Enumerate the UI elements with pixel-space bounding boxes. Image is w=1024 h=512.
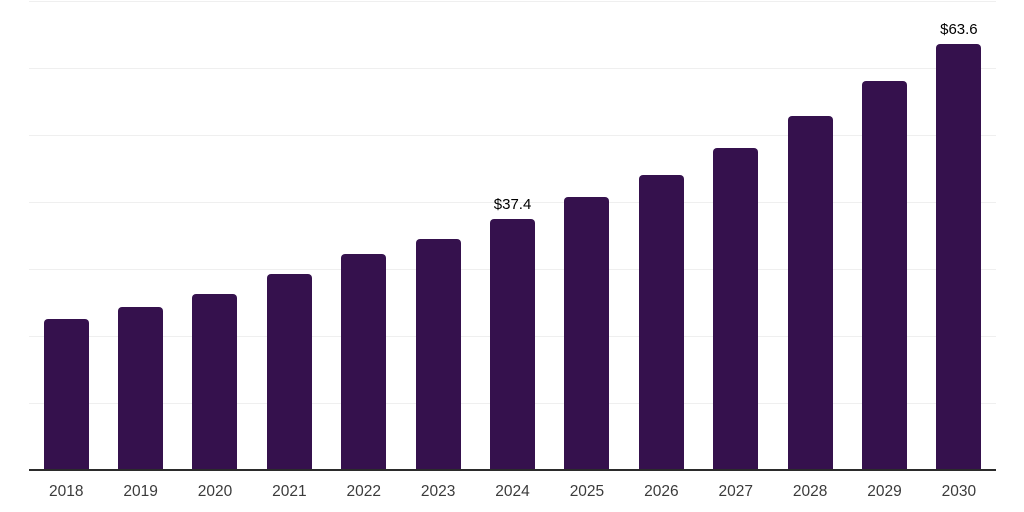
bar-column-2022: [327, 1, 401, 470]
bar-column-2024: $37.4: [475, 1, 549, 470]
bar-2026: [638, 174, 684, 470]
x-tick-label-2022: 2022: [346, 483, 381, 500]
bar-column-2029: [847, 1, 921, 470]
bar-2024: [490, 219, 536, 470]
gridline-70: [29, 0, 996, 2]
bar-2028: [787, 116, 833, 470]
bar-2025: [564, 197, 610, 470]
x-tick-label-2028: 2028: [792, 483, 828, 500]
x-tick-label-2018: 2018: [48, 483, 84, 500]
bar-2030: [936, 43, 982, 470]
bar-column-2027: [699, 1, 773, 470]
gridline-50: [29, 134, 996, 136]
bar-column-2030: $63.6: [922, 1, 996, 470]
bar-2020: [192, 294, 238, 470]
bar-column-2018: [29, 1, 103, 470]
bar-column-2025: [550, 1, 624, 470]
x-tick-label-2025: 2025: [569, 483, 605, 500]
x-tick-label-2030: 2030: [941, 483, 977, 500]
bars-group: $37.4 $63.6: [29, 1, 996, 470]
value-label-2030: $63.6: [940, 20, 978, 38]
bar-column-2026: [624, 1, 698, 470]
x-axis: 2018 2019 2020 2021 2022 2023 2024 2025 2026 2027…: [29, 483, 996, 503]
x-tick-label-2026: 2026: [644, 483, 679, 500]
x-tick-label-2029: 2029: [867, 483, 902, 500]
x-tick-label-2024: 2024: [495, 483, 530, 500]
gridline-60: [29, 67, 996, 69]
plot-area: $37.4 $63.6: [29, 0, 996, 471]
x-tick-label-2023: 2023: [420, 483, 456, 500]
bar-2029: [861, 81, 907, 470]
bar-2022: [341, 254, 387, 470]
bar-column-2023: [401, 1, 475, 470]
x-axis-line: [29, 469, 996, 471]
bar-2023: [415, 238, 461, 470]
value-label-2024: $37.4: [493, 196, 532, 214]
bar-column-2020: [178, 1, 252, 470]
bar-2019: [118, 306, 164, 470]
bar-2021: [266, 274, 312, 470]
x-tick-label-2020: 2020: [197, 483, 233, 500]
bar-column-2028: [773, 1, 847, 470]
bar-column-2019: [103, 1, 177, 470]
gridline-40: [29, 201, 996, 203]
bar-2027: [713, 147, 759, 470]
bar-column-2021: [252, 1, 326, 470]
x-tick-label-2019: 2019: [123, 483, 158, 500]
x-tick-label-2021: 2021: [272, 483, 307, 500]
bar-2018: [43, 319, 89, 470]
x-tick-label-2027: 2027: [718, 483, 753, 500]
